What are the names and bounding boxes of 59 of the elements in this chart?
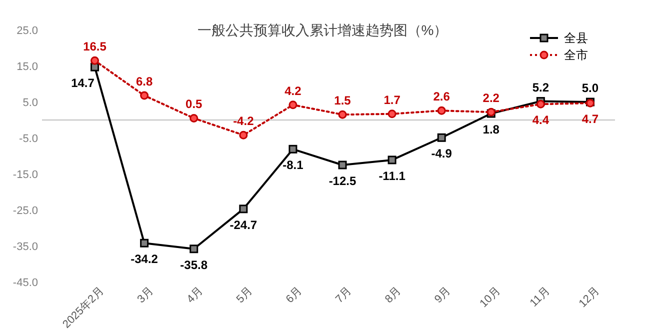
x-tick-label: 12月 (576, 285, 602, 310)
point (536, 100, 545, 108)
data-label: 16.5 (83, 40, 107, 54)
x-tick-label: 9月 (432, 285, 454, 306)
legend-label: 全县 (564, 31, 588, 45)
y-tick-label: -35.0 (12, 241, 38, 253)
data-label: 1.5 (334, 94, 352, 108)
data-label: 2.6 (433, 90, 450, 104)
y-tick-label: -45.0 (12, 277, 38, 289)
data-label: 5.2 (532, 80, 550, 94)
y-tick-label: 25.0 (16, 25, 38, 37)
data-label: -4.9 (431, 146, 452, 161)
x-tick-label: 10月 (478, 285, 503, 310)
y-tick-label: -15.0 (12, 169, 38, 181)
x-tick-label: 6月 (284, 285, 305, 306)
x-tick-label: 5月 (234, 285, 255, 306)
point (190, 114, 198, 122)
data-label: 1.8 (482, 122, 500, 137)
x-tick-label: 3月 (135, 285, 156, 306)
y-tick-label: -25.0 (12, 205, 38, 217)
x-tick-label: 7月 (333, 285, 354, 306)
chart-title: 一般公共预算收入累计增速趋势图（%） (197, 22, 448, 38)
data-label: -8.1 (282, 158, 304, 172)
data-label: -11.1 (378, 168, 406, 183)
point (338, 110, 347, 119)
point (90, 56, 100, 65)
point (437, 106, 446, 115)
x-tick-label: 8月 (383, 285, 404, 306)
point (239, 130, 248, 140)
data-label: -24.7 (230, 218, 258, 232)
data-label: 1.7 (384, 92, 401, 107)
data-label: 5.0 (582, 81, 599, 95)
point (288, 100, 298, 110)
data-label: -35.8 (180, 258, 208, 272)
data-label: 0.5 (186, 97, 203, 112)
y-tick-label: 15.0 (16, 61, 38, 73)
data-label: 4.7 (582, 112, 599, 126)
y-tick-label: -5.0 (19, 133, 38, 145)
point (437, 133, 446, 142)
point (388, 110, 396, 118)
x-tick-label: 4月 (184, 285, 206, 306)
data-label: 14.7 (71, 76, 95, 90)
point (388, 156, 396, 164)
legend-label: 全市 (564, 48, 588, 62)
point (140, 91, 149, 100)
x-tick-label: 11月 (528, 285, 552, 310)
point (288, 144, 298, 154)
y-tick-label: 5.0 (22, 97, 38, 109)
point (140, 238, 149, 248)
data-label: 4.2 (284, 84, 302, 98)
data-label: 4.4 (532, 113, 550, 128)
data-label: -4.2 (233, 114, 254, 128)
point (338, 160, 347, 170)
data-label: -12.5 (328, 174, 356, 188)
data-label: 2.2 (482, 91, 500, 106)
point (190, 244, 198, 254)
data-label: -34.2 (130, 252, 158, 266)
point (239, 204, 248, 214)
data-label: 6.8 (136, 74, 153, 89)
